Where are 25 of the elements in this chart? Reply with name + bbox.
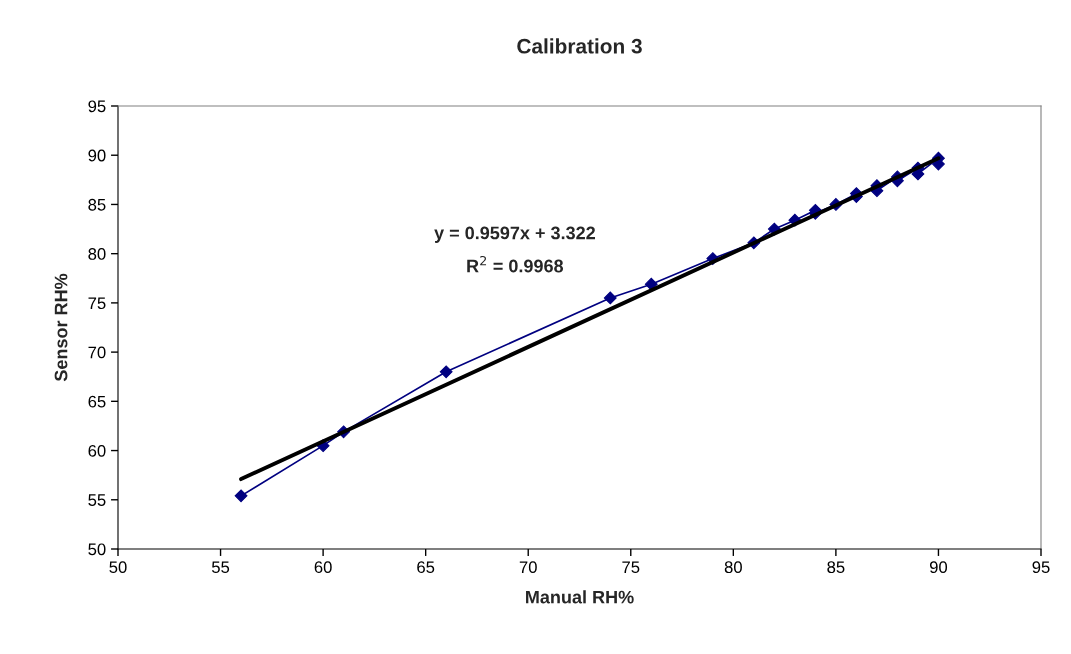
y-tick-label: 75 xyxy=(88,297,106,310)
x-tick-label: 80 xyxy=(724,561,742,574)
y-tick-label: 85 xyxy=(88,198,106,211)
y-tick-label: 90 xyxy=(88,149,106,162)
y-tick-label: 50 xyxy=(88,543,106,556)
x-tick-label: 85 xyxy=(827,561,845,574)
annotation: y = 0.9597x + 3.322 xyxy=(434,226,595,243)
y-tick-label: 55 xyxy=(88,494,106,506)
x-tick-label: 60 xyxy=(314,561,332,574)
y-tick-label: 80 xyxy=(88,248,106,260)
annotation: R$^{2}$ = 0.9968 xyxy=(467,255,564,273)
x-tick-label: 95 xyxy=(1032,561,1050,574)
x-tick-label: 90 xyxy=(929,561,948,574)
y-tick-label: 65 xyxy=(88,395,106,408)
x-tick-label: 70 xyxy=(519,561,537,574)
x-tick-label: 75 xyxy=(622,561,640,574)
x-tick-label: 65 xyxy=(417,561,435,574)
y-axis-title: Sensor RH% xyxy=(54,273,68,382)
y-tick-label: 95 xyxy=(88,100,106,113)
x-axis-title: Manual RH% xyxy=(526,590,634,604)
x-tick-label: 50 xyxy=(109,561,127,574)
y-tick-label: 70 xyxy=(88,346,106,359)
y-tick-label: 60 xyxy=(88,444,106,457)
chart-title: Calibration 3 xyxy=(517,38,642,54)
x-tick-label: 55 xyxy=(211,561,230,574)
